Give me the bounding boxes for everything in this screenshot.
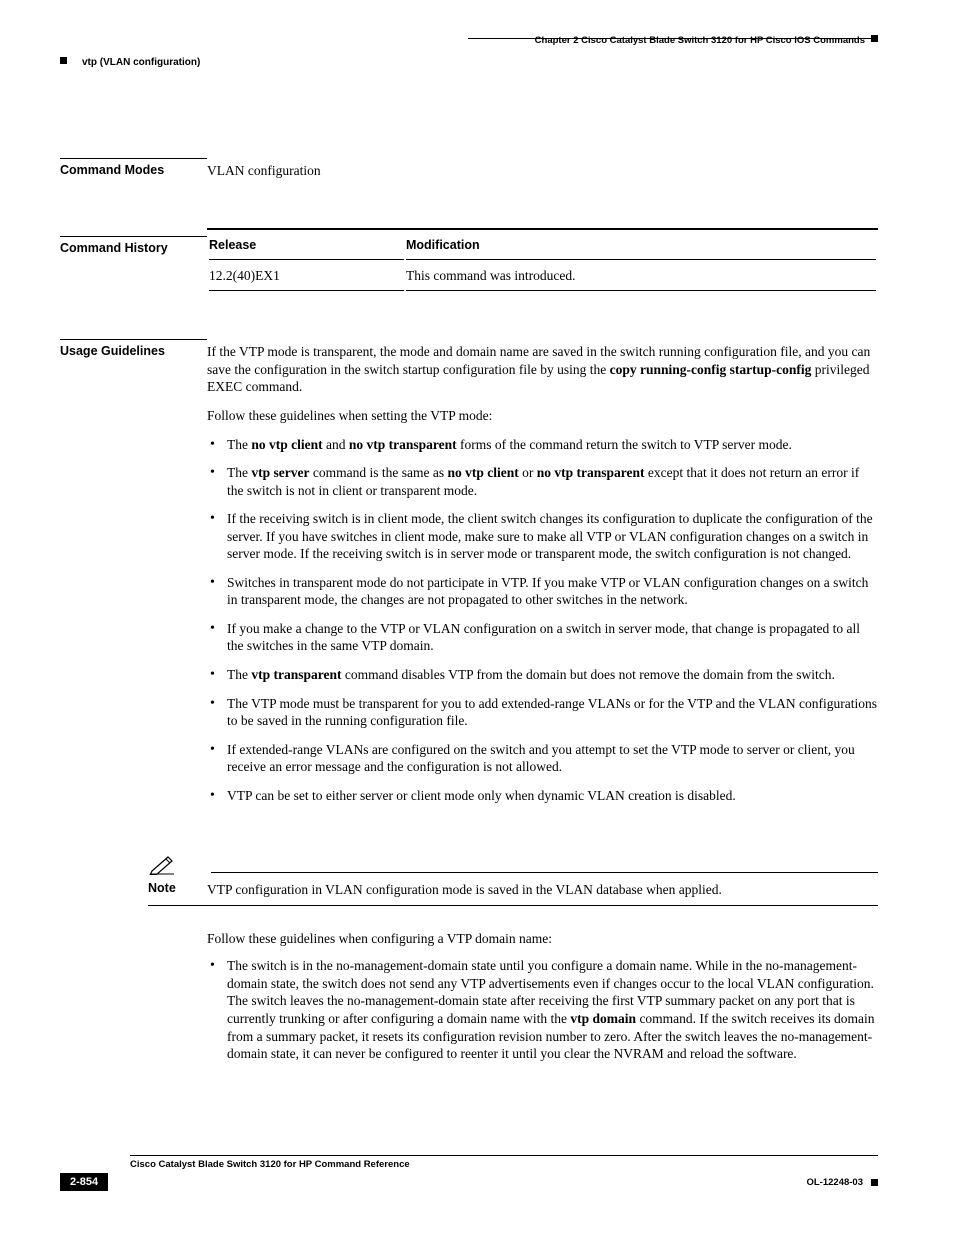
table-header-row: Release Modification xyxy=(209,232,876,260)
note-body: Note VTP configuration in VLAN configura… xyxy=(148,875,878,906)
footer: Cisco Catalyst Blade Switch 3120 for HP … xyxy=(60,1155,878,1191)
chapter-header: Chapter 2 Cisco Catalyst Blade Switch 31… xyxy=(60,35,865,46)
usage-guidelines-label: Usage Guidelines xyxy=(60,339,207,815)
command-history-content: Release Modification 12.2(40)EX1 This co… xyxy=(207,228,878,293)
note-header xyxy=(148,853,878,875)
footer-right: OL-12248-03 xyxy=(806,1177,878,1188)
li-bold: no vtp transparent xyxy=(349,437,457,452)
note-rule xyxy=(211,872,878,873)
list-item: VTP can be set to either server or clien… xyxy=(207,787,878,805)
li-text: forms of the command return the switch t… xyxy=(457,437,792,452)
list-item: If you make a change to the VTP or VLAN … xyxy=(207,620,878,655)
list-item: If the receiving switch is in client mod… xyxy=(207,510,878,563)
footer-bottom: 2-854 OL-12248-03 xyxy=(60,1173,878,1191)
list-item: Switches in transparent mode do not part… xyxy=(207,574,878,609)
list-item: The VTP mode must be transparent for you… xyxy=(207,695,878,730)
note-section: Note VTP configuration in VLAN configura… xyxy=(148,853,878,906)
pencil-icon xyxy=(148,853,176,875)
header-rule xyxy=(468,38,878,39)
guidelines-list: The no vtp client and no vtp transparent… xyxy=(207,436,878,805)
li-bold: vtp domain xyxy=(570,1011,636,1026)
li-bold: vtp server xyxy=(251,465,309,480)
command-modes-label: Command Modes xyxy=(60,158,207,180)
footer-marker-icon xyxy=(871,1179,878,1186)
command-history-label: Command History xyxy=(60,236,207,293)
list-item: The vtp server command is the same as no… xyxy=(207,464,878,499)
release-cell: 12.2(40)EX1 xyxy=(209,262,404,291)
li-bold: no vtp client xyxy=(447,465,518,480)
usage-guidelines-content: If the VTP mode is transparent, the mode… xyxy=(207,339,878,815)
li-bold: no vtp client xyxy=(251,437,322,452)
note-label: Note xyxy=(148,881,207,899)
domain-list: The switch is in the no-management-domai… xyxy=(207,957,878,1062)
domain-follow: Follow these guidelines when configuring… xyxy=(207,930,878,948)
list-item: The switch is in the no-management-domai… xyxy=(207,957,878,1062)
command-modes-value: VLAN configuration xyxy=(207,158,878,180)
list-item: The vtp transparent command disables VTP… xyxy=(207,666,878,684)
domain-guidelines: Follow these guidelines when configuring… xyxy=(207,930,878,1063)
footer-title: Cisco Catalyst Blade Switch 3120 for HP … xyxy=(130,1156,878,1170)
follow-para: Follow these guidelines when setting the… xyxy=(207,407,878,425)
doc-id: OL-12248-03 xyxy=(806,1177,863,1188)
usage-guidelines-section: Usage Guidelines If the VTP mode is tran… xyxy=(60,333,878,815)
li-bold: no vtp transparent xyxy=(537,465,645,480)
left-marker-icon xyxy=(60,57,67,64)
table-row: 12.2(40)EX1 This command was introduced. xyxy=(209,262,876,291)
col-release: Release xyxy=(209,232,404,260)
note-text: VTP configuration in VLAN configuration … xyxy=(207,881,722,899)
li-bold: vtp transparent xyxy=(251,667,341,682)
li-text: command disables VTP from the domain but… xyxy=(342,667,835,682)
li-text: command is the same as xyxy=(309,465,447,480)
history-table: Release Modification 12.2(40)EX1 This co… xyxy=(207,230,878,293)
page: Chapter 2 Cisco Catalyst Blade Switch 31… xyxy=(0,0,954,1235)
col-modification: Modification xyxy=(406,232,876,260)
header: Chapter 2 Cisco Catalyst Blade Switch 31… xyxy=(60,35,878,46)
page-number: 2-854 xyxy=(60,1173,108,1191)
li-text: The xyxy=(227,667,251,682)
command-history-section: Command History Release Modification 12.… xyxy=(60,230,878,293)
intro-bold: copy running-config startup-config xyxy=(610,362,812,377)
list-item: The no vtp client and no vtp transparent… xyxy=(207,436,878,454)
command-modes-section: Command Modes VLAN configuration xyxy=(60,152,878,180)
li-text: and xyxy=(323,437,349,452)
list-item: If extended-range VLANs are configured o… xyxy=(207,741,878,776)
intro-para: If the VTP mode is transparent, the mode… xyxy=(207,343,878,396)
li-text: or xyxy=(519,465,537,480)
modification-cell: This command was introduced. xyxy=(406,262,876,291)
section-header: vtp (VLAN configuration) xyxy=(82,57,200,68)
li-text: The xyxy=(227,437,251,452)
li-text: The xyxy=(227,465,251,480)
